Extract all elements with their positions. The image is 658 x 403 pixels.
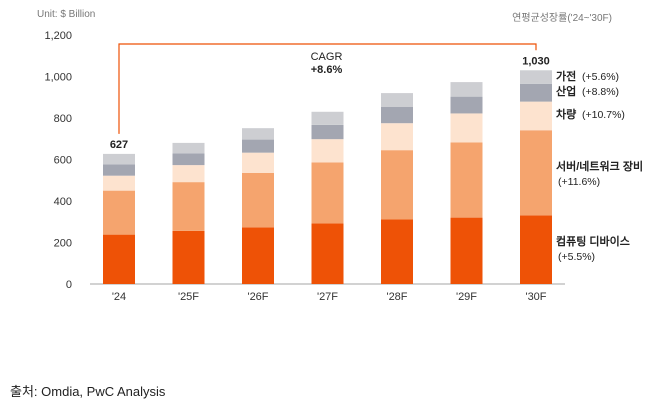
x-tick-label: '26F	[247, 291, 268, 303]
series-label-rate: (+11.6%)	[558, 176, 600, 188]
cagr-value: +8.6%	[311, 64, 343, 76]
series-label-name: 차량	[556, 107, 576, 121]
y-tick-label: 600	[54, 155, 72, 167]
bar-segment	[450, 142, 483, 218]
cagr-title: CAGR	[311, 51, 343, 63]
bar-segment	[172, 142, 205, 154]
bar-segment	[311, 124, 344, 140]
x-tick-label: '24	[112, 291, 126, 303]
bar-segment	[311, 111, 344, 125]
bar-segment	[311, 162, 344, 224]
bar-segment	[103, 190, 135, 235]
x-tick-label: '30F	[525, 291, 546, 303]
y-tick-label: 1,000	[44, 72, 72, 84]
cagr-bracket	[118, 43, 537, 134]
series-label-name: 컴퓨팅 디바이스	[556, 234, 630, 248]
bar-segment	[381, 123, 413, 151]
bar-segment	[381, 107, 413, 124]
bar-segment	[520, 101, 552, 131]
bar-segment	[381, 219, 413, 284]
x-tick-label: '25F	[178, 291, 199, 303]
bar-segment	[242, 128, 274, 140]
series-label-rate: (+8.8%)	[582, 86, 619, 98]
total-label: 1,030	[522, 55, 550, 67]
bar-segment	[450, 113, 483, 143]
bar-segment	[172, 153, 205, 166]
y-tick-label: 400	[54, 196, 72, 208]
bar-segment	[103, 164, 135, 176]
x-tick-label: '27F	[317, 291, 338, 303]
series-label-name: 서버/네트워크 장비	[556, 159, 643, 173]
bar-segment	[172, 165, 205, 183]
series-label-name: 가전	[556, 69, 576, 83]
bar-segment	[103, 175, 135, 191]
x-tick-label: '29F	[456, 291, 477, 303]
series-label-rate: (+5.6%)	[582, 71, 619, 83]
bar-segment	[520, 130, 552, 216]
series-label-rate: (+10.7%)	[582, 109, 625, 121]
bar-segment	[242, 139, 274, 153]
y-tick-label: 200	[54, 238, 72, 250]
series-label-name: 산업	[556, 84, 576, 98]
bar-segment	[172, 230, 205, 284]
bar-segment	[103, 153, 135, 165]
y-tick-label: 0	[66, 279, 72, 291]
y-tick-label: 800	[54, 113, 72, 125]
bar-segment	[172, 182, 205, 231]
bar-segment	[381, 93, 413, 108]
bar-segment	[520, 83, 552, 102]
bar-segment	[103, 234, 135, 284]
bar-segment	[311, 139, 344, 163]
total-label: 627	[110, 139, 128, 151]
bar-segment	[450, 217, 483, 284]
series-label-rate: (+5.5%)	[558, 251, 595, 263]
bar-segment	[520, 70, 552, 84]
bar-segment	[242, 172, 274, 228]
bar-segment	[242, 152, 274, 173]
bar-segment	[311, 223, 344, 284]
bar-segment	[450, 96, 483, 114]
source-note: 출처: Omdia, PwC Analysis	[10, 384, 166, 399]
y-tick-label: 1,200	[44, 30, 72, 42]
unit-label: Unit: $ Billion	[37, 9, 96, 20]
cagr-period-label: 연평균성장률('24~'30F)	[512, 13, 612, 24]
bar-segment	[450, 82, 483, 97]
bar-segment	[520, 215, 552, 284]
bar-segment	[242, 227, 274, 284]
bar-segment	[381, 150, 413, 220]
x-tick-label: '28F	[386, 291, 407, 303]
